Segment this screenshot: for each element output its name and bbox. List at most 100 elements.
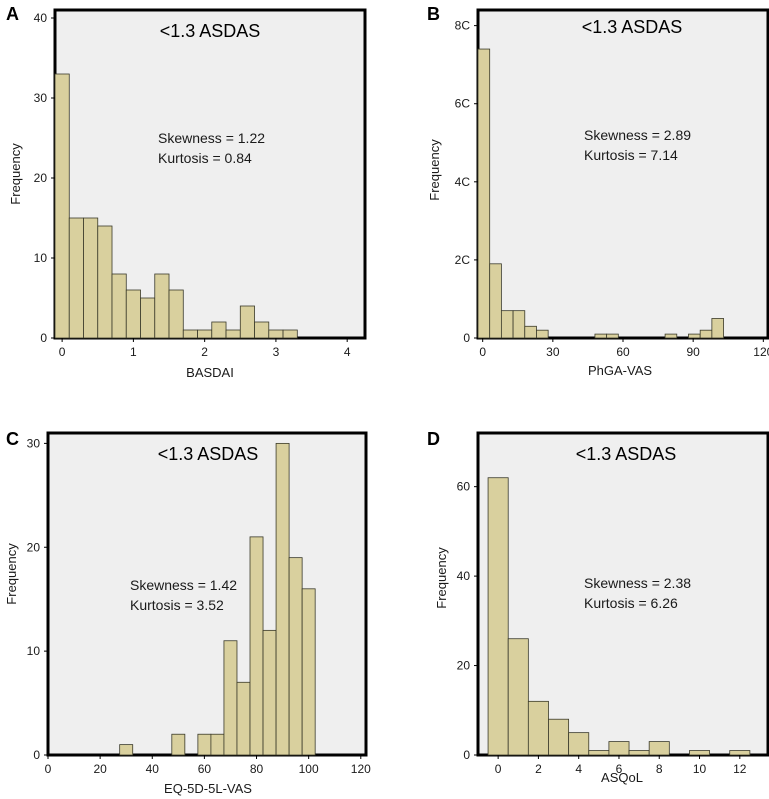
panel-c: C 0 10 20 30 0 20 40 60 80 100 120 <1.3 ASDAS Ske… — [4, 429, 371, 796]
panel-b-y-tick-label: 8C — [455, 19, 471, 33]
panel-c-bars — [119, 442, 316, 756]
panel-a-kurtosis: Kurtosis = 0.84 — [158, 150, 252, 166]
panel-a-skewness: Skewness = 1.22 — [158, 130, 265, 146]
panel-c-x-label: EQ-5D-5L-VAS — [164, 781, 252, 796]
panel-a-bar — [211, 321, 227, 339]
panel-c-y-tick-label: 0 — [33, 748, 40, 762]
panel-c-x-tick-label: 120 — [351, 762, 371, 776]
panel-a-bar — [239, 305, 255, 339]
panel-a-x-tick-label: 0 — [59, 345, 66, 359]
panel-d-bar — [628, 750, 650, 756]
panel-d-bar — [548, 718, 570, 756]
panel-d-y-tick-label: 0 — [463, 748, 470, 762]
panel-b-y-tick-label: 0 — [463, 331, 470, 345]
panel-b-y-ticks: 0 2C 4C 6C 8C — [455, 19, 478, 345]
panel-d-bar — [689, 750, 710, 756]
panel-b-bar — [524, 325, 537, 339]
panel-a-bar — [83, 217, 99, 339]
panel-d-x-tick-label: 10 — [693, 762, 707, 776]
panel-c-y-ticks: 0 10 20 30 — [27, 436, 48, 762]
panel-a-y-tick-label: 40 — [34, 11, 48, 25]
panel-b-y-tick-label: 6C — [455, 97, 471, 111]
panel-a-bar — [182, 329, 198, 339]
panel-a-letter: A — [6, 4, 19, 24]
panel-c-bar — [197, 733, 212, 756]
panel-b-bar — [664, 333, 678, 339]
panel-c-bar — [236, 681, 251, 756]
panel-c-bar — [301, 588, 316, 756]
panel-c-plot-area — [46, 431, 368, 757]
panel-c-bar — [262, 629, 277, 756]
panel-c-title: <1.3 ASDAS — [158, 444, 259, 464]
panel-b-kurtosis: Kurtosis = 7.14 — [584, 147, 678, 163]
panel-a-bar — [168, 289, 184, 339]
panel-a-bar — [225, 329, 241, 339]
panel-c-bar — [275, 442, 290, 756]
panel-d-bar — [729, 750, 751, 756]
panel-d-y-ticks: 0 20 40 60 — [457, 480, 478, 762]
panel-c-bar — [119, 744, 134, 756]
panel-b-x-tick-label: 0 — [479, 345, 486, 359]
panel-b-y-tick-label: 4C — [455, 175, 471, 189]
panel-c-bar — [171, 733, 186, 756]
panel-a-x-label: BASDAI — [186, 365, 234, 380]
panel-b-x-tick-label: 60 — [616, 345, 630, 359]
panel-a-y-tick-label: 30 — [34, 91, 48, 105]
panel-c-y-label: Frequency — [4, 543, 19, 605]
panel-b-bar — [711, 318, 724, 339]
panel-c-skewness: Skewness = 1.42 — [130, 577, 237, 593]
panel-d-bar — [487, 477, 509, 756]
panel-b-bar — [536, 329, 549, 339]
panel-d-x-tick-label: 6 — [616, 762, 623, 776]
panel-c-y-tick-label: 20 — [27, 540, 41, 554]
panel-a-bar — [125, 289, 141, 339]
panel-c-x-tick-label: 0 — [45, 762, 52, 776]
panel-d-x-tick-label: 0 — [495, 762, 502, 776]
panel-b-bar — [699, 329, 713, 339]
panel-b-bar — [594, 333, 608, 339]
panel-a-y-ticks: 0 10 20 30 40 — [34, 11, 55, 345]
panel-a-x-tick-label: 3 — [273, 345, 280, 359]
panel-a-y-tick-label: 0 — [40, 331, 47, 345]
panel-b-bar — [500, 310, 514, 339]
panel-b-skewness: Skewness = 2.89 — [584, 127, 691, 143]
panel-b-x-label: PhGA-VAS — [588, 363, 652, 378]
panel-a-title: <1.3 ASDAS — [160, 21, 261, 41]
panel-a-y-tick-label: 20 — [34, 171, 48, 185]
panel-d-x-tick-label: 2 — [535, 762, 542, 776]
panel-a-x-ticks: 0 1 2 3 4 — [59, 338, 351, 359]
panel-d-x-ticks: 0 2 4 6 8 10 12 — [495, 755, 747, 776]
panel-b-y-tick-label: 2C — [455, 253, 471, 267]
panel-a-y-tick-label: 10 — [34, 251, 48, 265]
panel-d-title: <1.3 ASDAS — [576, 444, 677, 464]
panel-b-letter: B — [427, 4, 440, 24]
panel-d-kurtosis: Kurtosis = 6.26 — [584, 595, 678, 611]
panel-d-bar — [608, 741, 630, 756]
panel-a-bar — [154, 273, 170, 339]
panel-d-x-label: ASQoL — [601, 770, 643, 785]
panel-b-bar — [688, 333, 701, 339]
panel-d-bar — [507, 638, 529, 756]
panel-a: A 0 10 20 30 40 0 1 2 3 4 <1.3 ASDAS Skewness = … — [6, 4, 367, 380]
panel-c-x-tick-label: 60 — [198, 762, 212, 776]
panel-d-bar — [648, 741, 670, 756]
panel-c-bar — [210, 733, 225, 756]
panel-b-bar — [512, 310, 526, 339]
panel-b-bar — [606, 333, 619, 339]
panel-a-bar — [97, 225, 113, 339]
panel-d-skewness: Skewness = 2.38 — [584, 575, 691, 591]
panel-c-bar — [249, 536, 264, 756]
panel-c-letter: C — [6, 429, 19, 449]
panel-c-y-tick-label: 10 — [27, 644, 41, 658]
panel-d-y-label: Frequency — [434, 547, 449, 609]
panel-b: B 0 2C 4C 6C 8C 0 30 60 90 120 <1.3 ASDAS Skewne… — [427, 4, 769, 378]
panel-a-bar — [54, 73, 70, 339]
panel-d-bar — [568, 732, 590, 756]
panel-a-bar — [111, 273, 127, 339]
panel-a-bar — [140, 297, 156, 339]
panel-d-bar — [588, 750, 610, 756]
panel-a-bar — [68, 217, 84, 339]
panel-a-bar — [254, 321, 270, 339]
panel-c-x-ticks: 0 20 40 60 80 100 120 — [45, 755, 371, 776]
